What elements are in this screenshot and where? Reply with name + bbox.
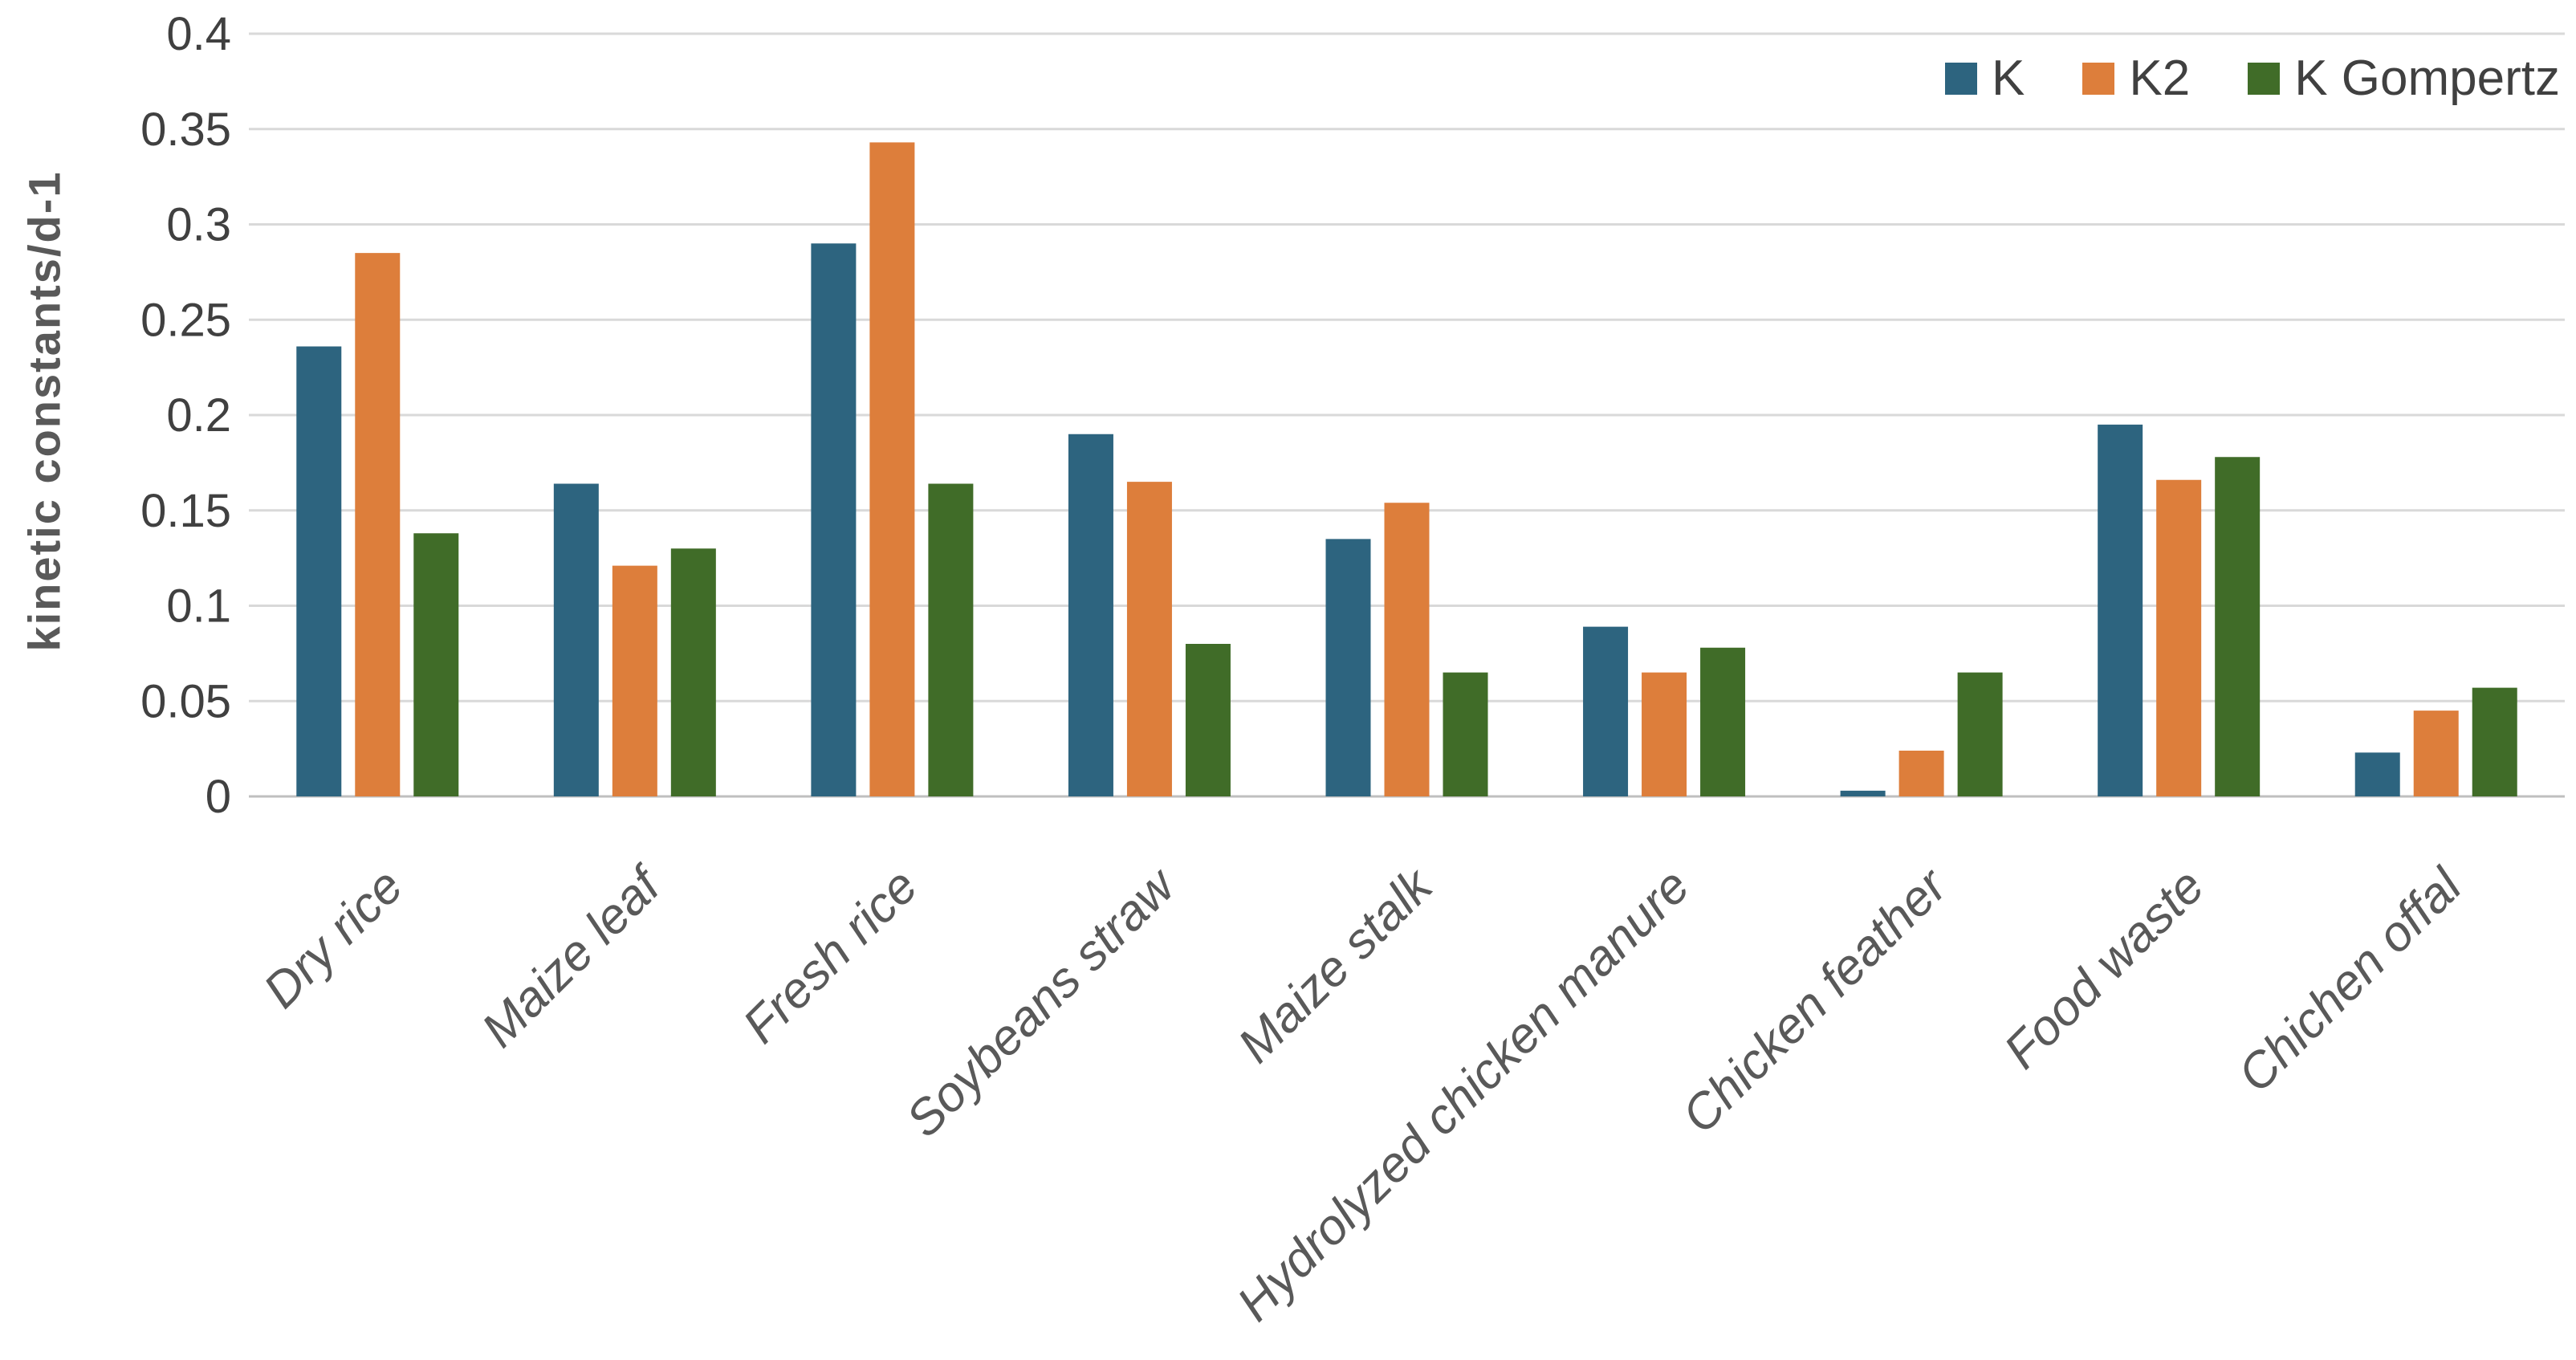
y-tick-label: 0.1: [166, 580, 231, 633]
y-tick-label: 0.3: [166, 199, 231, 251]
bar-K-Food-waste: [2098, 424, 2143, 796]
y-tick-label: 0: [206, 771, 231, 823]
x-category-label: Soybeans straw: [896, 856, 1188, 1148]
bar-K-Gompertz-Chichen-offal: [2472, 687, 2517, 796]
bar-K2-Soybeans-straw: [1126, 482, 1172, 796]
bar-K-Hydrolyzed-chicken-manure: [1583, 626, 1629, 796]
bar-K-Gompertz-Fresh-rice: [928, 483, 974, 796]
x-category-label: Dry rice: [253, 858, 413, 1019]
x-category-label: Food waste: [1994, 858, 2215, 1079]
y-axis-title: kinetic constants/d-1: [18, 170, 70, 652]
x-category-label: Maize stalk: [1227, 857, 1444, 1073]
x-category-label: Hydrolyzed chicken manure: [1227, 858, 1700, 1332]
bar-K2-Dry-rice: [355, 253, 401, 796]
bar-K-Gompertz-Maize-leaf: [670, 548, 716, 796]
bar-K-Chicken-feather: [1840, 790, 1886, 796]
bar-K-Fresh-rice: [811, 243, 857, 796]
y-tick-label: 0.25: [140, 294, 231, 346]
y-tick-label: 0.15: [140, 485, 231, 537]
x-category-label: Maize leaf: [471, 855, 674, 1058]
bar-K-Gompertz-Maize-stalk: [1443, 672, 1488, 796]
x-category-label: Chicken feather: [1672, 857, 1959, 1144]
legend-label: K Gompertz: [2294, 51, 2560, 106]
bar-K2-Hydrolyzed-chicken-manure: [1642, 672, 1687, 796]
legend-label: K2: [2129, 51, 2191, 106]
legend: K K2 K Gompertz: [1945, 50, 2560, 107]
bar-K2-Maize-stalk: [1384, 503, 1430, 796]
x-category-label: Chichen offal: [2228, 857, 2473, 1103]
y-tick-label: 0.4: [166, 8, 231, 60]
bar-K-Maize-leaf: [553, 483, 599, 796]
bar-K2-Maize-leaf: [612, 565, 657, 796]
bar-K-Gompertz-Food-waste: [2215, 457, 2261, 796]
bar-K2-Chicken-feather: [1898, 751, 1944, 796]
legend-item-K-Gompertz: K Gompertz: [2248, 50, 2560, 107]
legend-swatch-icon: [2082, 62, 2115, 95]
y-tick-label: 0.2: [166, 389, 231, 442]
bar-K-Dry-rice: [296, 346, 342, 796]
legend-item-K2: K2: [2082, 50, 2190, 107]
legend-label: K: [1992, 51, 2025, 106]
y-tick-label: 0.35: [140, 104, 231, 156]
bar-K2-Chichen-offal: [2413, 711, 2459, 796]
bar-K-Gompertz-Soybeans-straw: [1185, 644, 1231, 796]
bar-K2-Fresh-rice: [869, 142, 915, 796]
bar-K-Maize-stalk: [1325, 539, 1371, 796]
bar-K-Soybeans-straw: [1068, 434, 1113, 796]
legend-swatch-icon: [2248, 62, 2281, 95]
bar-K-Gompertz-Chicken-feather: [1957, 672, 2003, 796]
x-category-label: Fresh rice: [733, 858, 929, 1054]
legend-item-K: K: [1945, 50, 2025, 107]
bar-K-Gompertz-Hydrolyzed-chicken-manure: [1700, 647, 1746, 796]
bar-K-Chichen-offal: [2354, 752, 2400, 796]
bar-K-Gompertz-Dry-rice: [413, 533, 459, 796]
y-tick-label: 0.05: [140, 675, 231, 727]
legend-swatch-icon: [1945, 62, 1978, 95]
bar-K2-Food-waste: [2156, 479, 2202, 796]
